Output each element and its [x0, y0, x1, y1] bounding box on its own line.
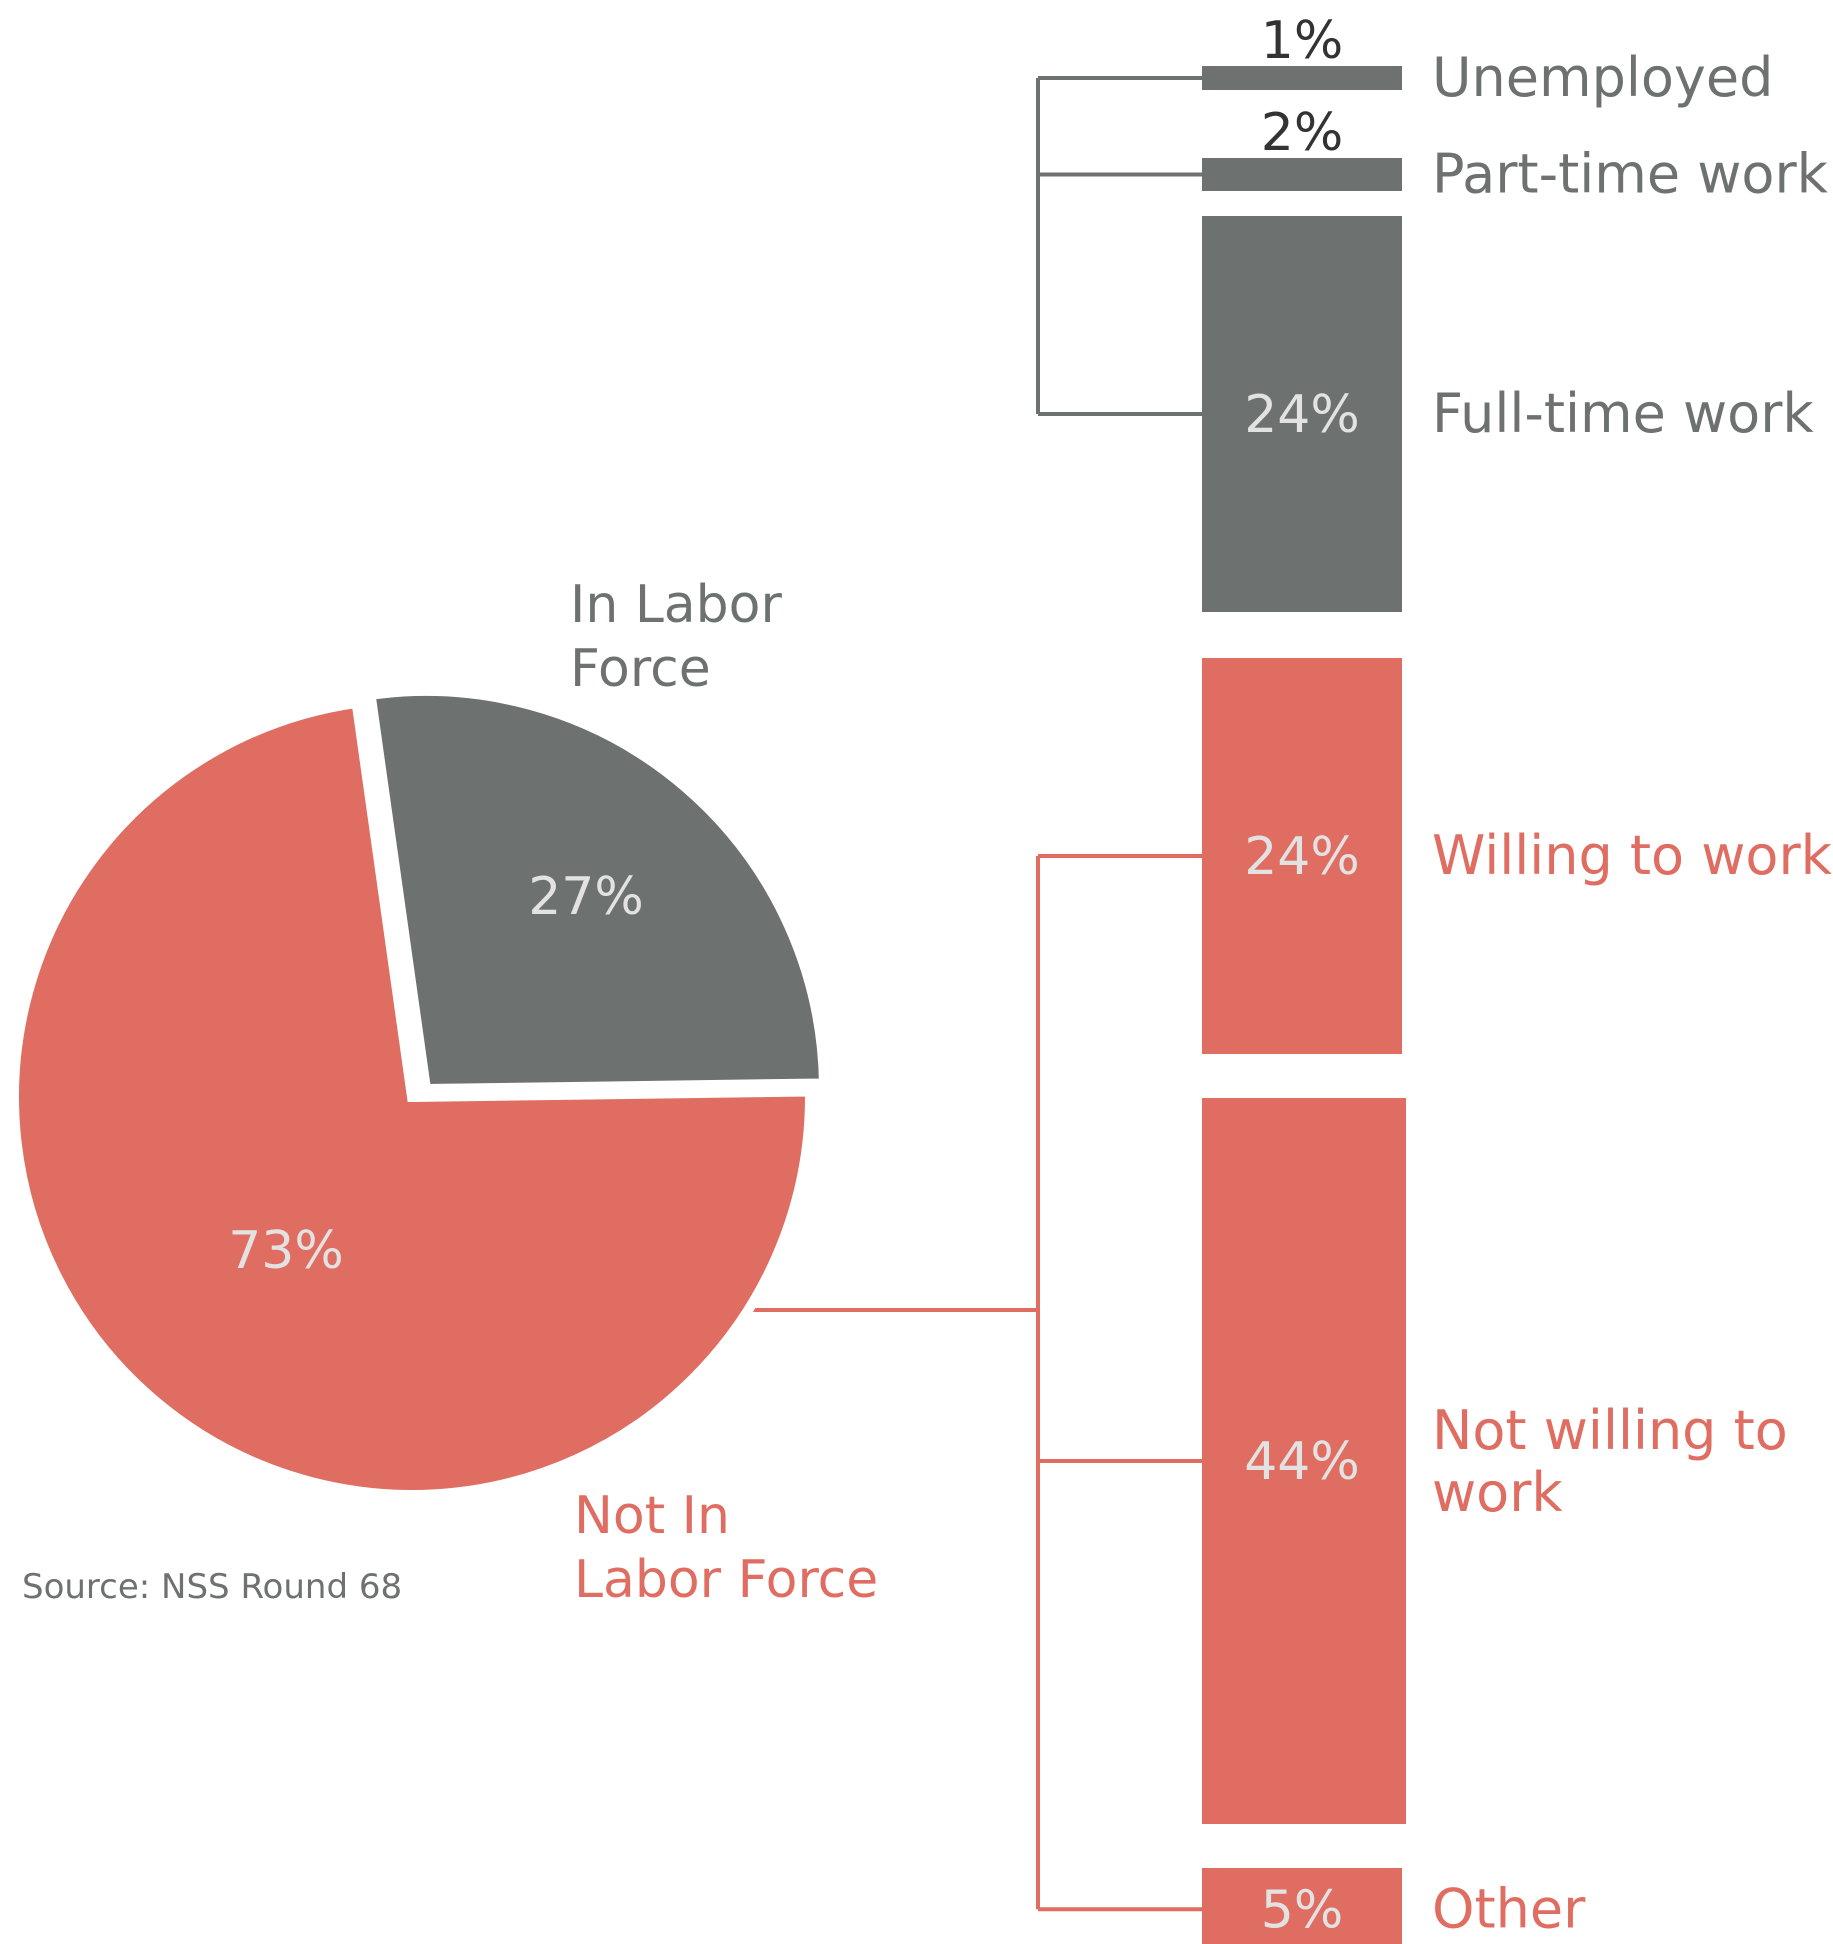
connectors	[748, 76, 1202, 1912]
bar-category-label: Willing to work	[1432, 824, 1833, 887]
pie-value-label: 27%	[528, 867, 644, 927]
breakdown-bar	[1202, 1098, 1406, 1824]
bar-category-label: Part-time work	[1432, 143, 1829, 206]
bar-category-label: Full-time work	[1432, 382, 1814, 445]
breakdown-bars: 1% Unemployed 2% Part-time work 24% Full-time…	[1202, 11, 1833, 1944]
bar-category-label: Other	[1432, 1877, 1586, 1940]
bar-value-label: 2%	[1261, 103, 1344, 163]
bar-value-label: 24%	[1244, 827, 1360, 887]
bar-value-label: 24%	[1244, 385, 1360, 445]
bar-value-label: 5%	[1261, 1880, 1344, 1940]
bar-category-label: work	[1432, 1461, 1563, 1524]
pie-category-label: Not In	[574, 1486, 730, 1546]
pie-slice	[364, 686, 830, 1095]
breakdown-bar	[1202, 216, 1402, 612]
breakdown-bar	[1202, 658, 1402, 1054]
source-note: Source: NSS Round 68	[22, 1567, 402, 1607]
pie-value-label: 73%	[228, 1221, 344, 1281]
bar-value-label: 44%	[1244, 1432, 1360, 1492]
pie-category-label: Labor Force	[574, 1550, 878, 1610]
breakdown-bar	[1202, 158, 1402, 191]
bar-value-label: 1%	[1261, 11, 1344, 71]
pie-slice	[9, 697, 815, 1500]
pie-category-label: Force	[570, 639, 711, 699]
breakdown-bar	[1202, 1868, 1402, 1944]
breakdown-bar	[1202, 66, 1402, 90]
bar-category-label: Unemployed	[1432, 46, 1773, 109]
pie-category-label: In Labor	[570, 575, 782, 635]
bar-category-label: Not willing to	[1432, 1399, 1788, 1462]
